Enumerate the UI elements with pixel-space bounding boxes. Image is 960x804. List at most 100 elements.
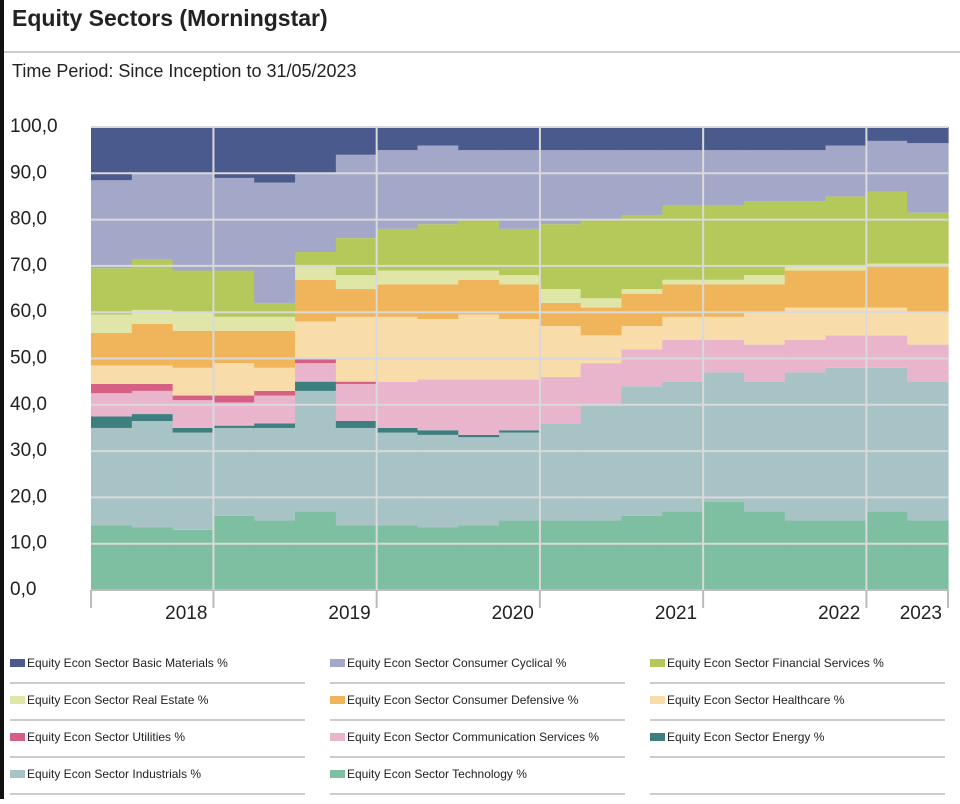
left-edge <box>0 0 4 799</box>
area-segment <box>417 224 459 271</box>
area-segment <box>172 432 215 530</box>
area-segment <box>621 214 663 290</box>
area-segment <box>335 381 378 384</box>
legend-label: Equity Econ Sector Financial Services % <box>667 656 884 670</box>
legend-label: Equity Econ Sector Industrials % <box>27 767 201 781</box>
legend-swatch <box>10 733 25 741</box>
area-segment <box>580 520 623 590</box>
area-segment <box>376 127 419 151</box>
y-tick-label: 70,0 <box>10 255 47 276</box>
area-segment <box>172 173 215 271</box>
area-segment <box>825 367 867 521</box>
area-segment <box>825 145 867 197</box>
area-segment <box>213 425 255 428</box>
area-segment <box>621 515 663 590</box>
area-segment <box>417 284 459 320</box>
area-segment <box>539 423 582 521</box>
area-segment <box>131 309 174 324</box>
area-segment <box>743 275 786 285</box>
area-segment <box>295 265 337 280</box>
area-segment <box>907 520 949 590</box>
area-segment <box>91 416 133 428</box>
area-segment <box>784 520 827 590</box>
area-segment <box>458 219 500 271</box>
area-segment <box>743 201 786 276</box>
area-segment <box>539 224 582 290</box>
area-segment <box>662 316 704 340</box>
area-segment <box>172 330 215 368</box>
area-segment <box>254 423 296 428</box>
area-segment <box>254 302 296 317</box>
area-segment <box>784 150 827 202</box>
x-tick-label: 2020 <box>492 603 534 624</box>
area-segment <box>91 427 133 526</box>
area-segment <box>213 427 255 516</box>
area-segment <box>417 127 459 146</box>
area-segment <box>621 326 663 350</box>
area-segment <box>172 529 215 590</box>
area-segment <box>703 502 745 590</box>
area-segment <box>499 284 541 320</box>
area-segment <box>784 372 827 521</box>
area-segment <box>458 150 500 220</box>
area-segment <box>417 527 459 590</box>
area-segment <box>499 520 541 590</box>
area-segment <box>743 381 786 512</box>
area-segment <box>172 270 215 313</box>
area-segment <box>417 319 459 380</box>
area-segment <box>580 127 623 151</box>
area-segment <box>254 395 296 424</box>
x-tick-label: 2019 <box>328 603 370 624</box>
area-segment <box>458 434 500 438</box>
y-tick-label: 40,0 <box>10 394 47 415</box>
area-segment <box>703 127 745 151</box>
area-segment <box>499 127 541 151</box>
area-segment <box>458 314 500 380</box>
legend-swatch <box>10 770 25 778</box>
area-segment <box>254 520 296 590</box>
area-segment <box>376 228 419 271</box>
area-segment <box>295 127 337 174</box>
area-segment <box>213 363 255 396</box>
area-segment <box>91 333 133 366</box>
area-segment <box>621 150 663 215</box>
area-segment <box>376 427 419 433</box>
area-segment <box>621 289 663 294</box>
x-tick-label: 2018 <box>165 603 207 624</box>
area-segment <box>784 339 827 373</box>
legend-swatch <box>330 659 345 667</box>
area-segment <box>213 177 255 271</box>
area-segment <box>907 212 949 264</box>
area-segment <box>335 525 378 590</box>
area-segment <box>662 150 704 206</box>
area-segment <box>131 390 174 415</box>
area-segment <box>131 527 174 590</box>
area-segment <box>254 330 296 368</box>
area-segment <box>499 319 541 380</box>
area-segment <box>376 432 419 526</box>
area-segment <box>458 127 500 151</box>
area-segment <box>213 270 255 317</box>
legend-label: Equity Econ Sector Utilities % <box>27 730 185 744</box>
area-segment <box>417 145 459 225</box>
area-segment <box>131 383 174 391</box>
area-segment <box>254 316 296 331</box>
legend-swatch <box>650 659 665 667</box>
area-segment <box>703 150 745 206</box>
area-segment <box>376 150 419 229</box>
legend-label: Equity Econ Sector Consumer Defensive % <box>347 693 579 707</box>
area-segment <box>295 381 337 391</box>
area-segment <box>784 201 827 266</box>
area-segment <box>743 312 786 345</box>
area-segment <box>295 358 337 364</box>
legend-swatch <box>330 770 345 778</box>
area-segment <box>621 293 663 327</box>
area-segment <box>539 302 582 327</box>
area-segment <box>539 289 582 303</box>
area-segment <box>172 427 215 433</box>
legend-swatch <box>650 733 665 741</box>
area-segment <box>91 383 133 394</box>
legend-label: Equity Econ Sector Consumer Cyclical % <box>347 656 567 670</box>
area-segment <box>743 511 786 590</box>
